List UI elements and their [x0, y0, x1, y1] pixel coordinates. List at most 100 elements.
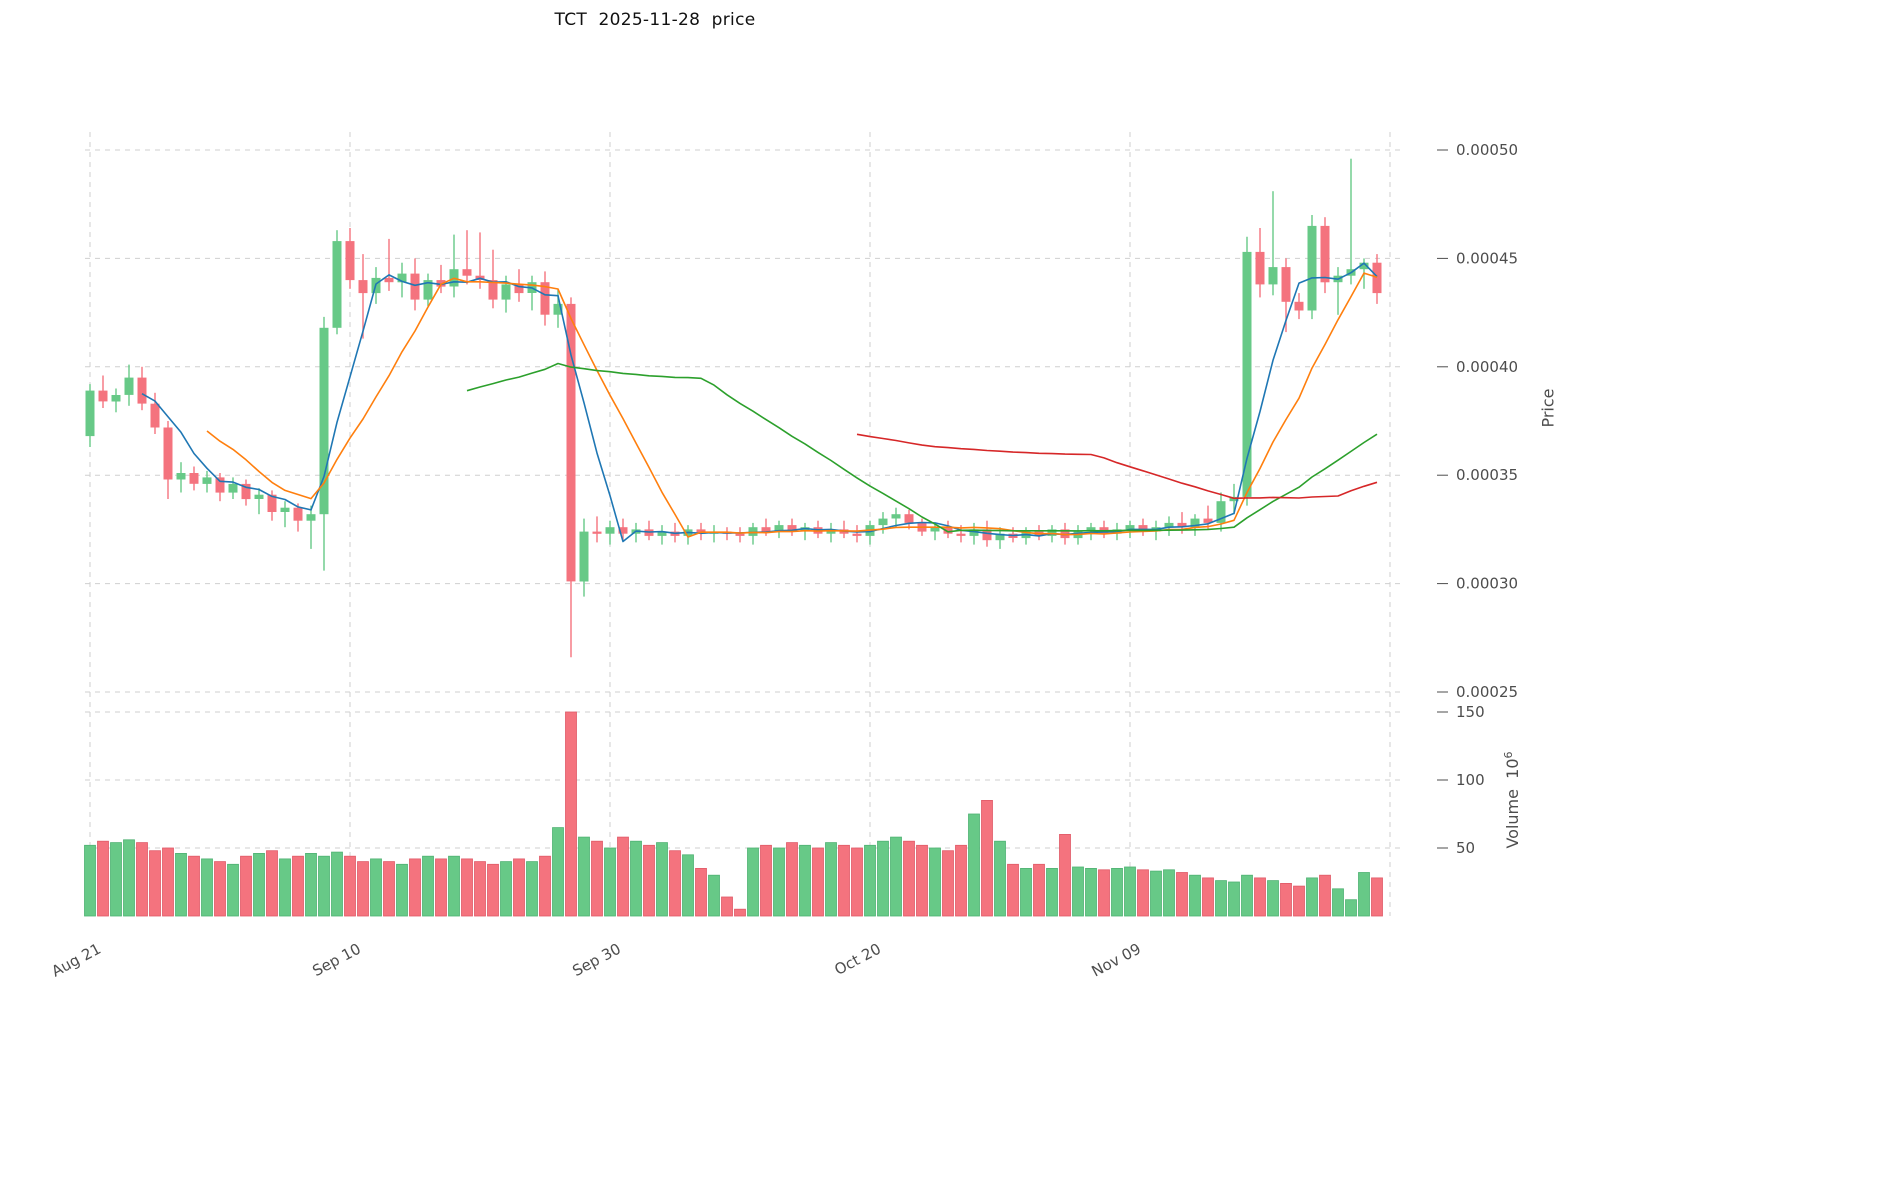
volume-bar	[708, 874, 720, 917]
candle-body	[98, 390, 108, 402]
candle-body	[852, 533, 862, 536]
volume-bar	[760, 844, 772, 917]
price-axis-label: Price	[1538, 388, 1558, 428]
candle-body	[956, 533, 966, 536]
volume-bar	[825, 842, 837, 917]
candle-body	[1086, 527, 1096, 532]
candle-body	[1320, 225, 1330, 283]
price-tick-label: 0.00035	[1456, 466, 1518, 484]
candle-body	[1047, 529, 1057, 536]
volume-bar	[1163, 869, 1175, 917]
candle-wicks	[89, 158, 1378, 658]
candle-body	[930, 527, 940, 532]
volume-bar	[305, 853, 317, 917]
volume-bar	[1371, 877, 1383, 917]
volume-bar	[1137, 869, 1149, 917]
candle-body	[1294, 301, 1304, 311]
volume-bar	[1007, 863, 1019, 917]
volume-bars	[84, 711, 1383, 917]
date-tick-label: Sep 10	[309, 940, 363, 980]
volume-tick-label: 50	[1456, 839, 1475, 857]
volume-bar	[409, 858, 421, 917]
volume-bar	[721, 896, 733, 917]
volume-bar	[552, 827, 564, 917]
candle-body	[306, 514, 316, 521]
candle-body	[202, 477, 212, 484]
candle-body	[137, 377, 147, 404]
candle-body	[293, 507, 303, 521]
volume-bar	[1072, 866, 1084, 917]
volume-bar	[916, 844, 928, 917]
candle-body	[423, 280, 433, 300]
candle-body	[1359, 262, 1369, 270]
candle-body	[995, 533, 1005, 541]
candle-body	[85, 390, 95, 437]
moving-average-lines	[141, 262, 1378, 543]
volume-bar	[1228, 881, 1240, 917]
volume-bar	[578, 836, 590, 917]
volume-bar	[929, 847, 941, 917]
volume-bar	[1267, 880, 1279, 917]
volume-bar	[1280, 883, 1292, 917]
volume-bar	[136, 842, 148, 917]
candle-body	[397, 273, 407, 283]
volume-bar	[981, 800, 993, 917]
candle-body	[1190, 518, 1200, 528]
candle-body	[1138, 525, 1148, 532]
volume-bar	[357, 861, 369, 917]
volume-bar	[344, 855, 356, 917]
volume-bar	[500, 861, 512, 917]
volume-bar	[1020, 868, 1032, 917]
volume-bar	[1124, 866, 1136, 917]
candle-body	[566, 303, 576, 582]
volume-bar	[383, 861, 395, 917]
volume-bar	[1241, 874, 1253, 917]
volume-bar	[188, 855, 200, 917]
candle-body	[1125, 525, 1135, 530]
candle-body	[1307, 225, 1317, 311]
volume-bar	[461, 858, 473, 917]
price-tick-label: 0.00040	[1456, 358, 1518, 376]
date-tick-label: Sep 30	[569, 940, 623, 980]
volume-bar	[84, 844, 96, 917]
candle-body	[761, 527, 771, 532]
chart-title: TCT 2025-11-28 price	[554, 10, 756, 30]
volume-bar	[786, 842, 798, 917]
volume-bar	[1345, 899, 1357, 917]
volume-bar	[1306, 877, 1318, 917]
candle-body	[267, 494, 277, 512]
candle-body	[1255, 251, 1265, 285]
volume-bar	[162, 847, 174, 917]
volume-bar	[487, 863, 499, 917]
volume-bar	[734, 908, 746, 917]
volume-bar	[656, 842, 668, 917]
candle-body	[657, 531, 667, 536]
date-tick-label: Nov 09	[1089, 940, 1144, 981]
candle-body	[163, 427, 173, 480]
volume-bar	[474, 861, 486, 917]
date-tick-label: Oct 20	[831, 940, 883, 979]
volume-bar	[201, 858, 213, 917]
candle-body	[982, 529, 992, 541]
candle-body	[1060, 529, 1070, 539]
volume-bar	[968, 813, 980, 917]
volume-bar	[812, 847, 824, 917]
volume-bar	[1189, 874, 1201, 917]
candle-body	[826, 529, 836, 534]
volume-bar	[1293, 885, 1305, 917]
candle-body	[1281, 267, 1291, 302]
candle-body	[1216, 501, 1226, 523]
candle-body	[969, 529, 979, 536]
volume-axis-label: Volume 106	[1502, 751, 1522, 848]
candle-body	[280, 507, 290, 512]
volume-bar	[266, 850, 278, 917]
price-tick-label: 0.00050	[1456, 141, 1518, 159]
candle-body	[1164, 522, 1174, 528]
candle-body	[501, 284, 511, 300]
volume-bar	[565, 711, 577, 917]
volume-bar	[864, 844, 876, 917]
candle-body	[891, 514, 901, 519]
volume-bar	[773, 847, 785, 917]
candle-body	[735, 533, 745, 536]
volume-bar	[1098, 869, 1110, 917]
